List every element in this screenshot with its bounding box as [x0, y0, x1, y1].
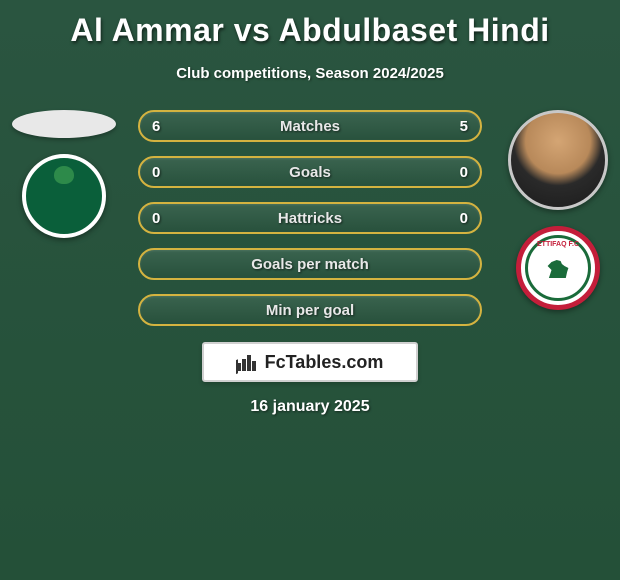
stat-bar-goals-per-match: Goals per match: [138, 248, 482, 280]
bar-chart-icon: [237, 353, 259, 371]
stat-label: Min per goal: [266, 302, 354, 319]
stat-left-value: 0: [152, 164, 160, 181]
subtitle: Club competitions, Season 2024/2025: [0, 65, 620, 82]
club-logo-right: ETTIFAQ F.C: [516, 226, 600, 310]
comparison-panel: ETTIFAQ F.C 6 Matches 5 0 Goals 0 0 Hatt…: [0, 110, 620, 416]
stat-right-value: 5: [460, 118, 468, 135]
stat-bar-matches: 6 Matches 5: [138, 110, 482, 142]
stat-label: Matches: [280, 118, 340, 135]
stat-label: Goals per match: [251, 256, 369, 273]
stat-bar-goals: 0 Goals 0: [138, 156, 482, 188]
stat-label: Goals: [289, 164, 331, 181]
footer-date: 16 january 2025: [0, 398, 620, 416]
page-title: Al Ammar vs Abdulbaset Hindi: [0, 0, 620, 49]
club-logo-right-text: ETTIFAQ F.C: [537, 241, 579, 248]
watermark-text: FcTables.com: [265, 352, 384, 373]
watermark-badge: FcTables.com: [202, 342, 418, 382]
stat-bar-hattricks: 0 Hattricks 0: [138, 202, 482, 234]
player-photo-left: [12, 110, 116, 138]
stat-bars: 6 Matches 5 0 Goals 0 0 Hattricks 0 Goal…: [138, 110, 482, 326]
player-photo-right: [508, 110, 608, 210]
left-player-column: [12, 110, 116, 238]
stat-label: Hattricks: [278, 210, 342, 227]
stat-left-value: 0: [152, 210, 160, 227]
stat-left-value: 6: [152, 118, 160, 135]
horse-icon: [545, 258, 571, 278]
stat-bar-min-per-goal: Min per goal: [138, 294, 482, 326]
right-player-column: ETTIFAQ F.C: [508, 110, 608, 310]
stat-right-value: 0: [460, 210, 468, 227]
club-logo-left: [22, 154, 106, 238]
stat-right-value: 0: [460, 164, 468, 181]
